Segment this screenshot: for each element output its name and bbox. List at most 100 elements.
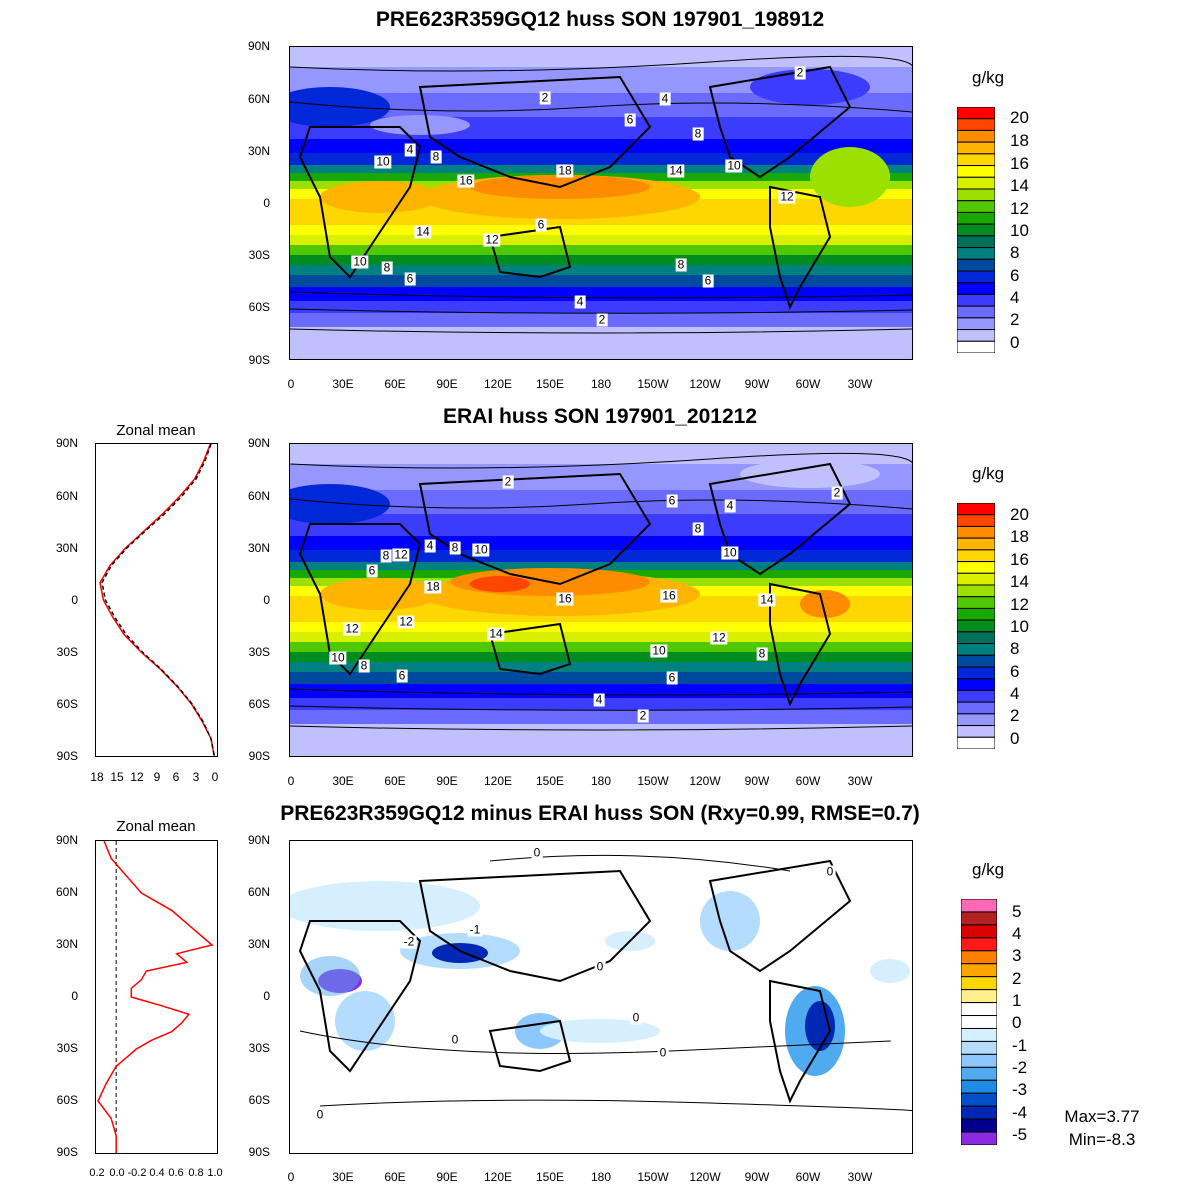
zonal-x-tick: -0.2 [127, 1167, 147, 1179]
lon-tick: 90E [436, 377, 458, 391]
colorbar-label: 14 [1010, 176, 1029, 195]
colorbar-label: 0 [1010, 729, 1020, 748]
contour-label: 2 [637, 708, 649, 723]
colorbar-swatch [960, 1105, 998, 1120]
panel1-colorbar [956, 106, 996, 354]
contour-label: 2 [539, 90, 551, 105]
colorbar-swatch [960, 1053, 998, 1068]
contour-label: 18 [556, 163, 574, 178]
lat-tick: 90N [55, 833, 78, 847]
colorbar-swatch [960, 963, 998, 978]
lon-tick: 60E [384, 377, 406, 391]
zonal-difference-line [97, 840, 214, 1153]
colorbar-swatch [956, 502, 996, 516]
lon-tick: 120E [483, 377, 513, 391]
lat-tick: 60N [55, 885, 78, 899]
panel1-humidity-field [290, 47, 912, 359]
lat-tick: 90N [55, 436, 78, 450]
colorbar-swatch [960, 898, 998, 913]
colorbar-swatch [956, 713, 996, 727]
colorbar-swatch [956, 153, 996, 167]
contour-label: 12 [397, 614, 415, 629]
colorbar-label: 14 [1010, 572, 1029, 591]
colorbar-swatch [956, 317, 996, 331]
colorbar-label: 10 [1010, 221, 1029, 240]
colorbar-label: -2 [1012, 1058, 1028, 1077]
colorbar-label: -3 [1012, 1080, 1028, 1099]
colorbar-label: 18 [1010, 527, 1029, 546]
contour-label: -1 [467, 922, 483, 937]
colorbar-swatch [956, 211, 996, 225]
colorbar-swatch [956, 619, 996, 633]
contour-label: 8 [756, 646, 768, 661]
colorbar-swatch [960, 1066, 998, 1081]
contour-label: 6 [624, 112, 636, 127]
contour-label: 14 [758, 592, 776, 607]
zonal-mean-1-plot [95, 443, 218, 757]
colorbar-swatch [960, 1015, 998, 1029]
lon-tick: 120W [689, 1170, 721, 1184]
panel3-difference-field [290, 854, 912, 1112]
lon-tick: 180 [590, 1170, 612, 1184]
contour-label: 0 [630, 1010, 642, 1025]
lon-tick: 30W [847, 1170, 873, 1184]
colorbar-label: 0 [1012, 1013, 1022, 1032]
colorbar-swatch [956, 631, 996, 645]
colorbar-label: 1 [1012, 991, 1022, 1010]
contour-label: 2 [831, 485, 843, 500]
zonal-x-tick: 6 [172, 770, 180, 784]
lat-tick: 30S [56, 1041, 78, 1055]
contour-label: 8 [449, 540, 461, 555]
lon-tick: 30E [332, 377, 354, 391]
lat-tick: 0 [263, 593, 270, 607]
lon-tick: 90W [744, 774, 770, 788]
lon-tick: 90E [436, 774, 458, 788]
contour-label: 10 [725, 158, 743, 173]
lat-tick: 30N [55, 541, 78, 555]
lon-tick: 0 [287, 377, 295, 391]
colorbar-label: 18 [1010, 131, 1029, 150]
contour-label: 16 [457, 173, 475, 188]
zonal-x-tick: 0.6 [168, 1167, 184, 1179]
contour-label: 0 [449, 1032, 461, 1047]
zonal-mean-1-title: Zonal mean [116, 422, 196, 439]
lon-tick: 0 [287, 774, 295, 788]
contour-label: 10 [650, 643, 668, 658]
lat-tick: 90S [56, 749, 78, 763]
contour-label: 12 [392, 547, 410, 562]
contour-label: 12 [778, 189, 796, 204]
colorbar-swatch [956, 666, 996, 680]
colorbar-swatch [960, 1092, 998, 1107]
lat-tick: 30N [247, 144, 270, 158]
panel3-colorbar [960, 898, 998, 1146]
lon-tick: 90W [744, 1170, 770, 1184]
colorbar-swatch [956, 118, 996, 131]
colorbar-swatch [956, 176, 996, 190]
colorbar-swatch [956, 293, 996, 307]
colorbar-label: 10 [1010, 617, 1029, 636]
colorbar-label: -1 [1012, 1036, 1028, 1055]
colorbar-label: 3 [1012, 946, 1022, 965]
panel2-colorbar [956, 502, 996, 750]
lat-tick: 60N [247, 92, 270, 106]
lat-tick: 30N [55, 937, 78, 951]
contour-label: 12 [483, 232, 501, 247]
colorbar-label: 0 [1010, 333, 1020, 352]
lon-tick: 30W [847, 377, 873, 391]
contour-label: 2 [596, 312, 608, 327]
colorbar-swatch [956, 258, 996, 272]
colorbar-label: 2 [1012, 969, 1022, 988]
lat-tick: 0 [263, 989, 270, 1003]
colorbar-swatch [956, 701, 996, 715]
lat-tick: 60N [247, 489, 270, 503]
contour-label: 10 [472, 542, 490, 557]
colorbar-swatch [956, 235, 996, 249]
zonal-mean-2-plot [95, 840, 218, 1154]
zonal-x-tick: 3 [192, 770, 200, 784]
colorbar-swatch [956, 725, 996, 738]
contour-label: 8 [692, 521, 704, 536]
lon-tick: 150E [535, 377, 565, 391]
lat-tick: 0 [71, 989, 78, 1003]
lon-tick: 150W [637, 1170, 669, 1184]
contour-label: 14 [414, 224, 432, 239]
